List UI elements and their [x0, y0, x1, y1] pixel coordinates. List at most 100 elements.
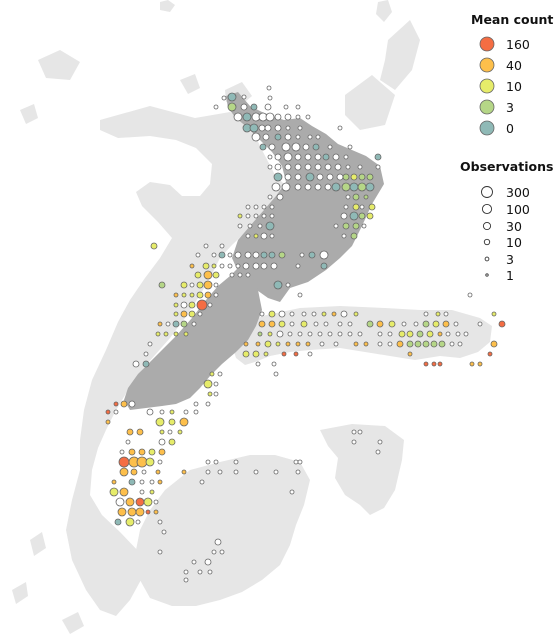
site-marker [268, 143, 276, 151]
site-marker [217, 371, 223, 377]
site-marker [258, 320, 266, 328]
site-marker [132, 360, 140, 368]
site-marker [249, 123, 259, 133]
legend-observations-label: 100 [506, 201, 530, 217]
site-marker [202, 262, 210, 270]
site-marker [270, 262, 278, 270]
site-marker [183, 409, 189, 415]
site-marker [173, 331, 179, 337]
site-marker [438, 340, 446, 348]
site-marker [109, 487, 119, 497]
site-marker [442, 320, 450, 328]
legend-swatch [479, 78, 495, 94]
site-marker [281, 142, 291, 152]
site-marker [105, 409, 111, 415]
site-marker [213, 282, 219, 288]
site-marker [423, 311, 429, 317]
site-marker [334, 163, 342, 171]
site-marker [297, 459, 303, 465]
site-marker [221, 95, 227, 101]
legend-observations-title: Observations [460, 159, 554, 174]
site-marker [253, 213, 259, 219]
site-marker [300, 320, 308, 328]
site-marker [262, 133, 270, 141]
site-marker [431, 361, 437, 367]
site-marker [268, 310, 276, 318]
site-marker [357, 331, 363, 337]
site-marker [305, 341, 311, 347]
site-marker [139, 489, 145, 495]
site-marker [245, 272, 251, 278]
site-marker [376, 320, 384, 328]
site-marker [327, 144, 333, 150]
site-marker [260, 251, 268, 259]
legend-observations-item: 100 [478, 200, 530, 218]
site-marker [443, 311, 449, 317]
site-marker [157, 321, 163, 327]
legend-observations-label: 10 [506, 234, 522, 250]
site-marker [297, 292, 303, 298]
site-marker [322, 153, 330, 161]
site-marker [105, 419, 111, 425]
site-marker [347, 144, 353, 150]
legend-observations-label: 300 [506, 184, 530, 200]
site-marker [347, 321, 353, 327]
site-marker [183, 577, 189, 583]
site-marker [263, 351, 269, 357]
site-marker [426, 330, 434, 338]
site-marker [242, 350, 250, 358]
site-marker [142, 360, 150, 368]
site-marker [227, 92, 237, 102]
site-marker [294, 173, 302, 181]
site-marker [203, 270, 213, 280]
site-marker [265, 221, 275, 231]
site-marker [242, 112, 252, 122]
site-marker [281, 351, 287, 357]
site-marker [307, 351, 313, 357]
site-marker [264, 124, 272, 132]
site-marker [126, 428, 134, 436]
site-marker [266, 85, 272, 91]
site-marker [147, 341, 153, 347]
site-marker [111, 479, 117, 485]
site-marker [257, 331, 263, 337]
site-marker [138, 448, 146, 456]
site-marker [278, 251, 286, 259]
site-marker [342, 222, 350, 230]
site-marker [115, 497, 125, 507]
site-marker [291, 142, 301, 152]
site-marker [135, 519, 141, 525]
site-marker [267, 154, 273, 160]
site-marker [234, 251, 242, 259]
site-marker [149, 479, 155, 485]
site-marker [128, 478, 136, 486]
site-marker [463, 331, 469, 337]
site-marker [155, 331, 161, 337]
site-marker [197, 311, 203, 317]
site-marker [469, 361, 475, 367]
legend-swatch [479, 36, 495, 52]
site-marker [244, 251, 252, 259]
site-marker [269, 213, 275, 219]
site-marker [398, 330, 406, 338]
site-marker [289, 321, 295, 327]
site-marker [299, 252, 305, 258]
site-marker [308, 251, 316, 259]
site-marker [127, 507, 137, 517]
site-marker [141, 469, 147, 475]
site-marker [274, 124, 282, 132]
site-marker [203, 243, 209, 249]
site-marker [213, 292, 219, 298]
site-marker [455, 331, 461, 337]
site-marker [205, 401, 211, 407]
site-marker [217, 469, 223, 475]
legend-size-symbol [484, 256, 490, 262]
site-marker [357, 182, 367, 192]
legend-size-symbol [485, 273, 489, 277]
site-marker [146, 408, 154, 416]
legend-mean-count-item: 160 [478, 35, 530, 53]
site-marker [119, 449, 125, 455]
site-marker [180, 281, 188, 289]
site-marker [135, 507, 145, 517]
